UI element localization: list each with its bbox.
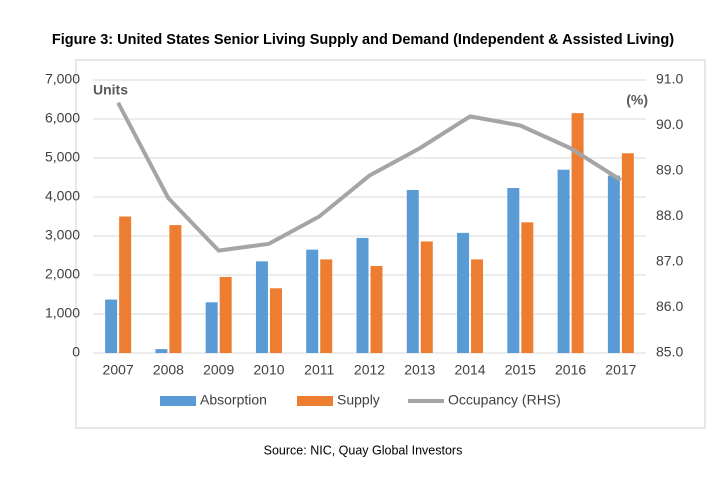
legend-label: Supply [337,392,380,408]
legend-label: Occupancy (RHS) [448,392,561,408]
bar [406,189,419,353]
line-series [116,101,622,253]
bar [205,302,218,353]
bar [320,259,333,353]
chart-frame [75,59,706,429]
bar [457,232,470,353]
bar [105,299,118,353]
bar [269,288,282,353]
bar [306,249,319,353]
bar [169,225,182,353]
bar [356,237,369,353]
x-tick-label: 2017 [605,362,636,378]
bar [507,188,520,353]
x-tick-label: 2013 [404,362,435,378]
y-tick-label: 3,000 [45,227,80,243]
bar [607,175,620,353]
y2-tick-label: 91.0 [656,71,683,87]
bar [521,222,534,353]
y2-tick-label: 85.0 [656,344,683,360]
source-note: Source: NIC, Quay Global Investors [264,443,463,457]
x-tick-label: 2014 [454,362,485,378]
y2-tick-label: 89.0 [656,162,683,178]
y2-axis-label: (%) [626,92,648,108]
bar [621,153,634,353]
x-tick-label: 2015 [505,362,536,378]
x-tick-label: 2010 [253,362,284,378]
y-tick-label: 0 [72,344,80,360]
x-tick-label: 2007 [103,362,134,378]
legend-label: Absorption [200,392,267,408]
x-tick-label: 2012 [354,362,385,378]
bar [370,266,383,353]
bar [557,169,570,353]
legend-swatch [297,396,333,406]
y-tick-label: 6,000 [45,110,80,126]
bar [420,241,433,353]
bar [119,216,132,353]
y2-tick-label: 90.0 [656,116,683,132]
y-tick-label: 5,000 [45,149,80,165]
x-tick-label: 2016 [555,362,586,378]
chart-title: Figure 3: United States Senior Living Su… [52,32,674,48]
y2-tick-label: 88.0 [656,207,683,223]
y-axis-label: Units [93,82,128,98]
x-tick-label: 2008 [153,362,184,378]
y2-tick-label: 87.0 [656,253,683,269]
bar [255,261,268,353]
x-tick-label: 2011 [304,362,334,378]
legend-swatch [160,396,196,406]
y2-tick-label: 86.0 [656,298,683,314]
y-tick-label: 2,000 [45,266,80,282]
y-tick-label: 1,000 [45,305,80,321]
bar [219,276,232,353]
bar [571,113,584,354]
y-tick-label: 4,000 [45,188,80,204]
y-tick-label: 7,000 [45,71,80,87]
x-tick-label: 2009 [203,362,234,378]
bar [155,349,168,353]
bar [471,259,484,353]
